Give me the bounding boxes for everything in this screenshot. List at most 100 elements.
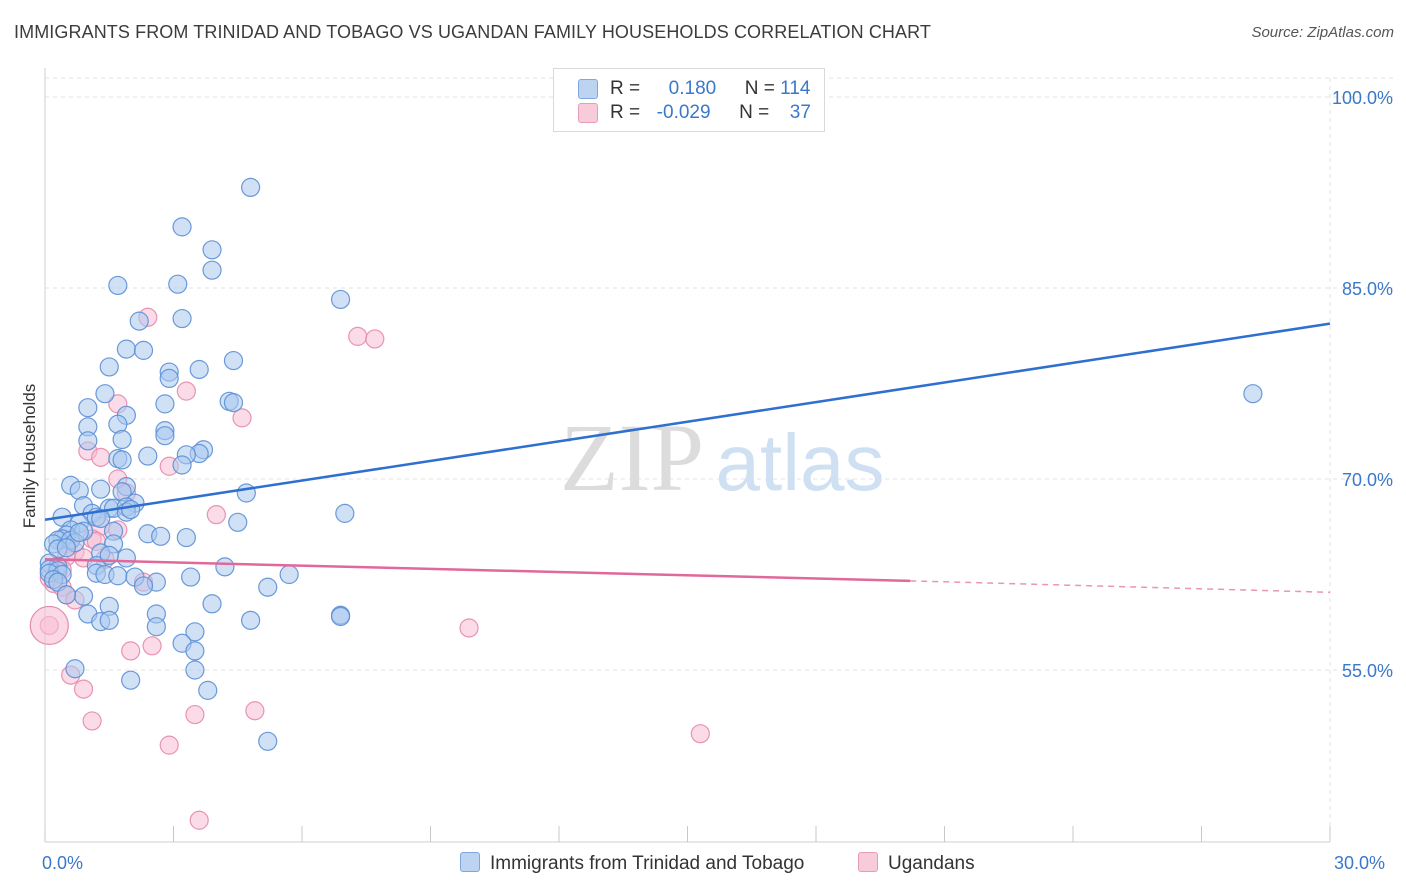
ugandans-point bbox=[365, 329, 385, 349]
trinidad-point bbox=[241, 610, 261, 630]
trinidad-point bbox=[159, 368, 179, 389]
legend-r-label: R = bbox=[610, 78, 641, 99]
trinidad-point bbox=[91, 508, 111, 529]
legend-n-value: 37 bbox=[789, 102, 811, 123]
trend-lines bbox=[44, 322, 1331, 594]
trinidad-point bbox=[116, 548, 136, 568]
legend-n-label: N = bbox=[744, 78, 775, 99]
y-tick-label: 100.0% bbox=[1332, 88, 1393, 108]
trinidad-point bbox=[330, 606, 351, 627]
trinidad-point bbox=[78, 431, 98, 451]
trinidad-point bbox=[133, 340, 154, 360]
trinidad-point bbox=[121, 670, 141, 690]
trinidad-trend-line bbox=[44, 322, 1331, 521]
trinidad-point bbox=[335, 503, 355, 523]
trinidad-point bbox=[99, 357, 119, 377]
x-tick-max: 30.0% bbox=[1334, 853, 1386, 873]
trinidad-point bbox=[99, 610, 119, 630]
trinidad-point bbox=[129, 311, 149, 331]
trinidad-point bbox=[56, 585, 77, 605]
legend-r-label: R = bbox=[610, 102, 641, 123]
trinidad-point bbox=[228, 512, 248, 532]
trinidad-point bbox=[112, 429, 132, 450]
trinidad-point bbox=[168, 274, 188, 294]
watermark-zip: ZIP bbox=[560, 404, 704, 511]
legend-n-value: 114 bbox=[780, 78, 811, 99]
trinidad-point bbox=[215, 557, 235, 577]
trinidad-point bbox=[198, 680, 218, 700]
trinidad-points bbox=[39, 177, 1263, 751]
legend-r-value: -0.029 bbox=[656, 102, 711, 123]
trinidad-point bbox=[279, 564, 299, 585]
trinidad-point bbox=[223, 350, 244, 371]
ugandans-trend-line bbox=[44, 557, 911, 583]
y-tick-label: 55.0% bbox=[1342, 661, 1393, 681]
trinidad-point bbox=[146, 617, 166, 637]
ugandans-point bbox=[189, 810, 209, 830]
trinidad-point bbox=[69, 522, 89, 543]
legend-swatch-blue bbox=[578, 79, 598, 99]
ugandans-point bbox=[690, 724, 710, 744]
trinidad-point bbox=[330, 289, 351, 310]
trinidad-point bbox=[241, 177, 261, 198]
ugandans-point bbox=[459, 618, 479, 638]
trinidad-point bbox=[116, 339, 136, 359]
trinidad-point bbox=[202, 260, 222, 280]
trinidad-point bbox=[133, 576, 154, 596]
trinidad-point bbox=[185, 660, 205, 680]
trinidad-point bbox=[172, 308, 192, 329]
trinidad-point bbox=[202, 594, 222, 614]
bottom-legend-swatch-pink bbox=[858, 852, 878, 872]
trinidad-point bbox=[108, 275, 128, 296]
trinidad-point bbox=[185, 641, 205, 661]
y-tick-label: 85.0% bbox=[1342, 279, 1393, 299]
trinidad-point bbox=[151, 526, 171, 546]
ugandans-point bbox=[82, 711, 102, 731]
legend-n-label: N = bbox=[739, 102, 770, 123]
ugandans-point bbox=[176, 381, 196, 401]
ugandans-point bbox=[348, 326, 368, 346]
trinidad-point bbox=[56, 538, 77, 558]
trinidad-point bbox=[155, 394, 175, 414]
ugandans-point bbox=[232, 408, 252, 428]
trinidad-point bbox=[172, 455, 192, 475]
trinidad-point bbox=[155, 426, 175, 446]
trinidad-point bbox=[95, 384, 115, 404]
trinidad-point bbox=[176, 527, 196, 548]
trinidad-point bbox=[1243, 384, 1263, 404]
x-tick-min: 0.0% bbox=[42, 853, 84, 873]
trinidad-point bbox=[78, 398, 98, 418]
legend-swatch-pink bbox=[578, 103, 598, 123]
y-axis-label: Family Households bbox=[20, 383, 39, 529]
ugandans-point bbox=[142, 636, 162, 656]
trinidad-point bbox=[258, 731, 278, 751]
axes bbox=[44, 68, 1331, 843]
correlation-legend: R = 0.180 N = 114 R = -0.029 N = 37 bbox=[553, 68, 825, 132]
trinidad-point bbox=[185, 622, 205, 642]
trinidad-point bbox=[172, 217, 192, 237]
y-tick-label: 70.0% bbox=[1342, 470, 1393, 490]
bottom-legend-trinidad[interactable]: Immigrants from Trinidad and Tobago bbox=[460, 852, 804, 875]
ugandans-point bbox=[185, 704, 205, 725]
trinidad-point bbox=[121, 499, 141, 520]
trinidad-point bbox=[181, 567, 201, 587]
source-label: Source: ZipAtlas.com bbox=[1251, 24, 1394, 41]
tick-labels: 55.0% 70.0% 85.0% 100.0% bbox=[1332, 88, 1393, 681]
trinidad-point bbox=[65, 659, 85, 679]
bottom-legend-ugandans[interactable]: Ugandans bbox=[858, 852, 975, 875]
trinidad-point bbox=[258, 577, 278, 597]
legend-r-value: 0.180 bbox=[668, 78, 717, 99]
ugandans-point-large bbox=[29, 605, 69, 646]
bottom-legend-swatch-blue bbox=[460, 852, 480, 872]
trinidad-point bbox=[73, 586, 94, 606]
ugandans-point bbox=[73, 679, 94, 699]
ugandans-trend-extension bbox=[910, 580, 1331, 594]
watermark-atlas: atlas bbox=[716, 418, 885, 507]
ugandans-point bbox=[159, 735, 179, 755]
ugandans-point bbox=[91, 447, 111, 467]
bottom-legend-label: Immigrants from Trinidad and Tobago bbox=[490, 853, 805, 874]
trinidad-point bbox=[112, 450, 132, 470]
trinidad-point bbox=[189, 359, 209, 380]
trinidad-point bbox=[202, 240, 222, 260]
